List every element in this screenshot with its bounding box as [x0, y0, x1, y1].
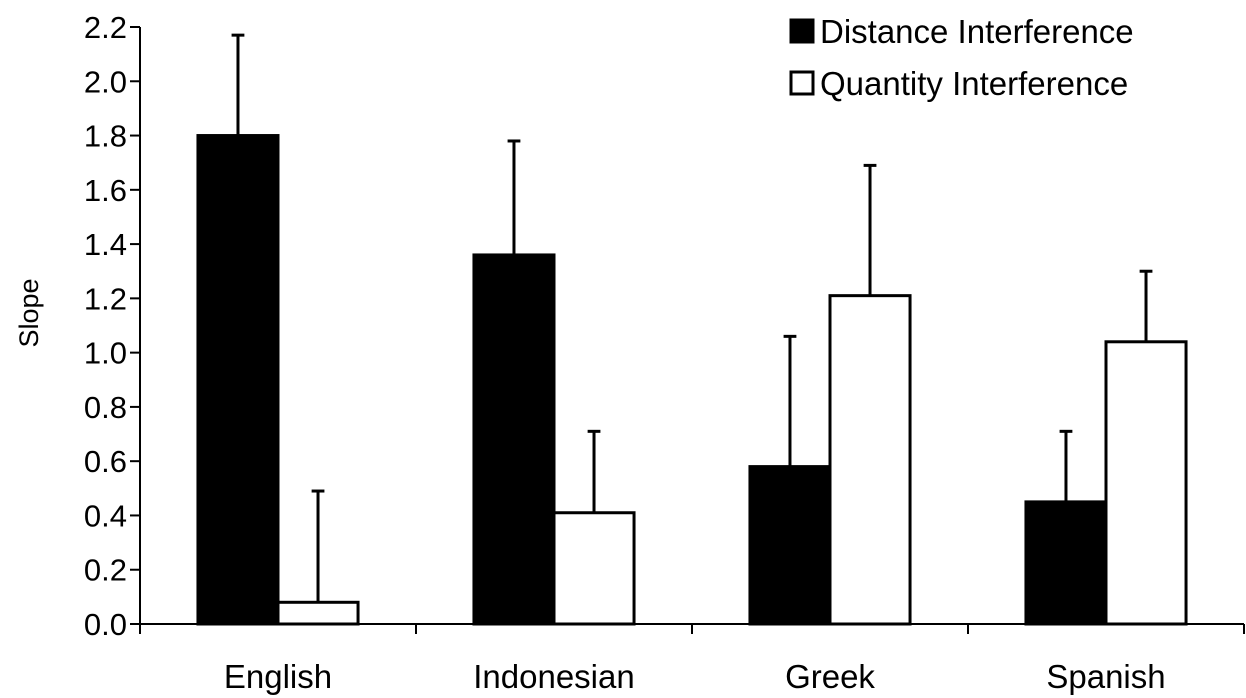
- y-tick-label: 0.2: [84, 553, 127, 588]
- y-tick-label: 0.8: [84, 390, 127, 425]
- bar: [748, 465, 832, 626]
- x-tick-label: English: [224, 658, 332, 695]
- y-tick-label: 0.4: [84, 498, 127, 533]
- legend-label: Quantity Interference: [820, 65, 1128, 102]
- y-axis-label: Slope: [14, 278, 44, 347]
- bar: [552, 511, 636, 626]
- y-tick-label: 1.8: [84, 119, 127, 154]
- y-tick-label: 2.2: [84, 10, 127, 45]
- bar: [828, 294, 912, 626]
- bar: [1104, 340, 1188, 626]
- legend-label: Distance Interference: [820, 13, 1134, 50]
- bars: [196, 134, 1188, 626]
- bar: [472, 253, 556, 626]
- y-tick-label: 0.6: [84, 444, 127, 479]
- x-tick-label: Greek: [785, 658, 875, 695]
- legend: Distance Interference Quantity Interferen…: [789, 13, 1134, 102]
- error-bars: [231, 33, 1153, 603]
- x-tick-label: Indonesian: [473, 658, 634, 695]
- y-tick-label: 1.0: [84, 336, 127, 371]
- bar: [196, 134, 280, 626]
- y-tick-label: 2.0: [84, 64, 127, 99]
- y-tick-label: 1.6: [84, 173, 127, 208]
- bar: [276, 600, 360, 626]
- legend-swatch: [789, 18, 815, 44]
- y-axis: 0.0 0.2 0.4 0.6 0.8 1.0 1.2 1.4 1.6 1.8 2.0 2.2: [84, 10, 141, 642]
- y-tick-label: 1.4: [84, 227, 127, 262]
- y-tick-label: 1.2: [84, 281, 127, 316]
- x-tick-label: Spanish: [1046, 658, 1165, 695]
- bar: [1024, 500, 1108, 626]
- x-axis: English Indonesian Greek Spanish: [139, 623, 1245, 695]
- y-tick-label: 0.0: [84, 607, 127, 642]
- legend-swatch: [789, 70, 815, 96]
